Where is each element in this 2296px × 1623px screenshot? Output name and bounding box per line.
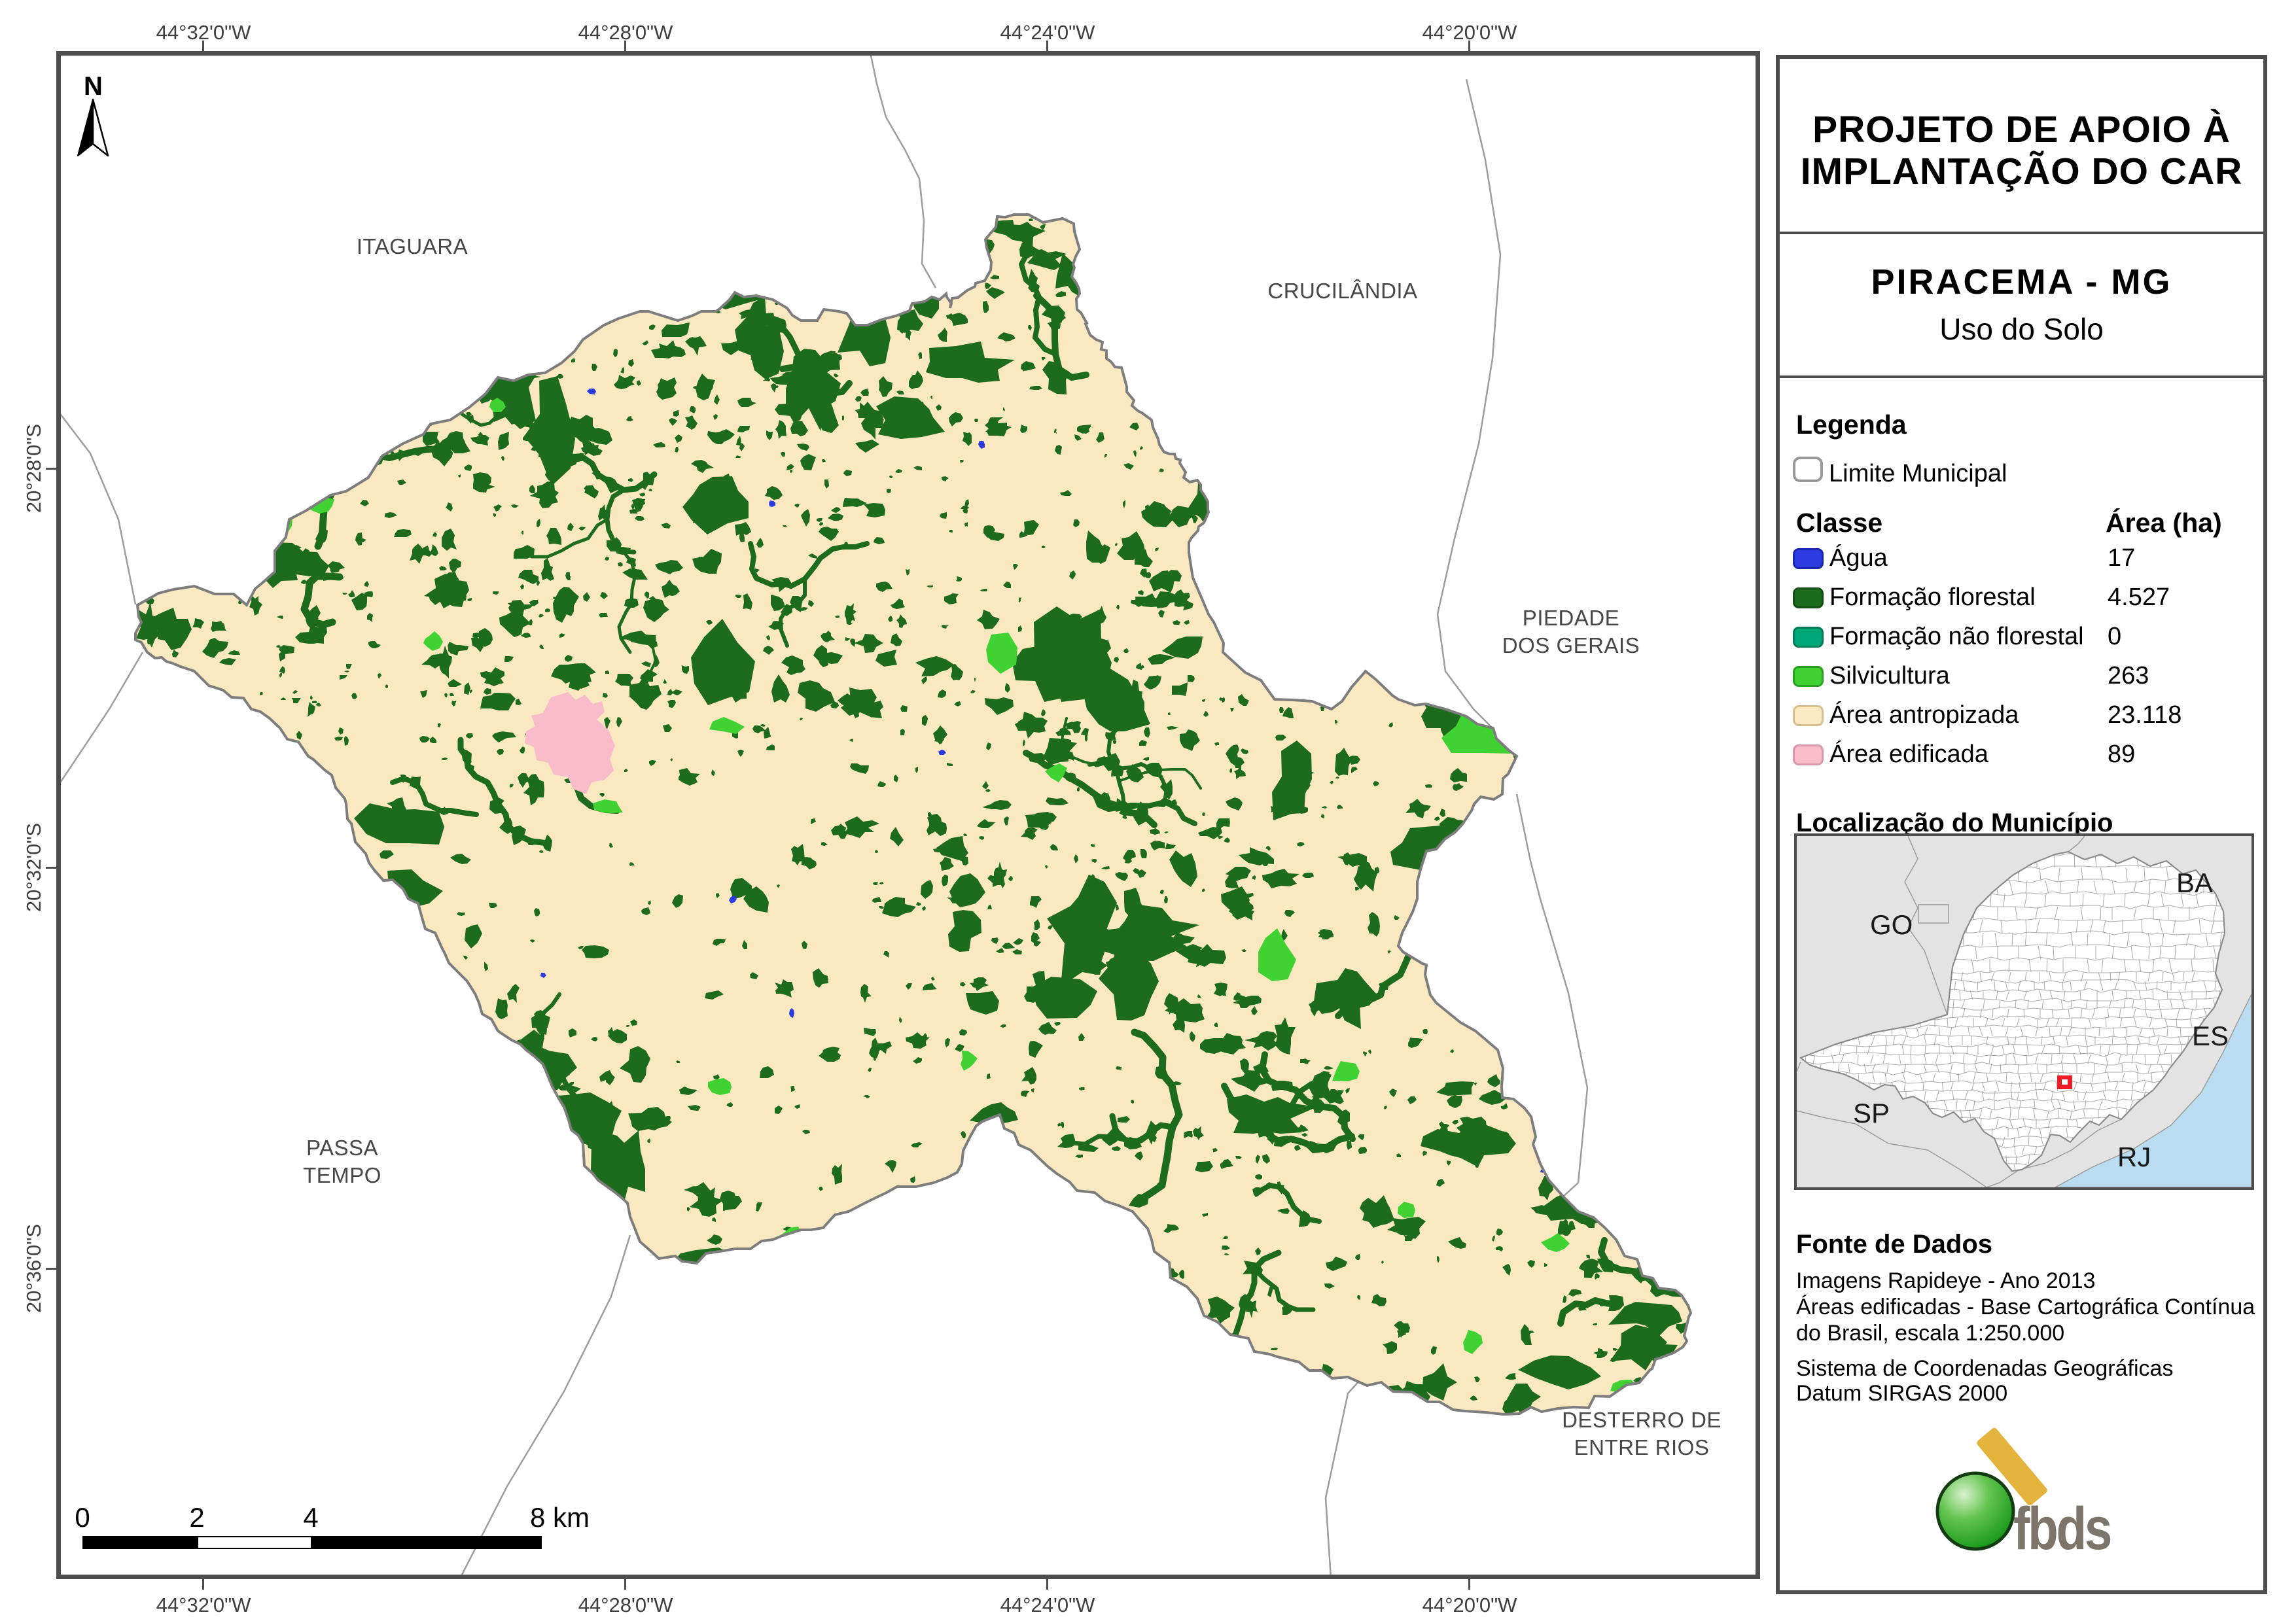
- svg-text:fbds: fbds: [2013, 1495, 2111, 1562]
- svg-text:BA: BA: [2176, 867, 2213, 898]
- svg-text:GO: GO: [1870, 909, 1913, 940]
- svg-text:SP: SP: [1853, 1098, 1890, 1128]
- svg-text:RJ: RJ: [2117, 1142, 2151, 1172]
- svg-text:ES: ES: [2192, 1021, 2229, 1051]
